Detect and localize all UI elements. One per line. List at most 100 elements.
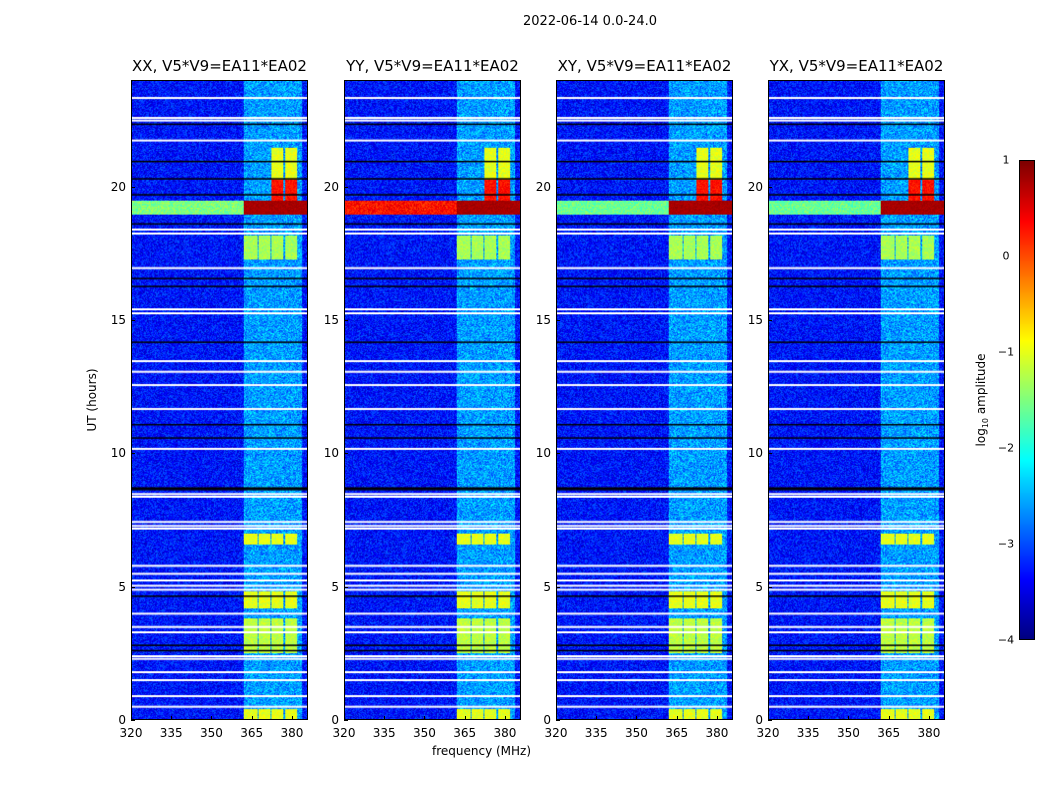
x-tick-label: 350 xyxy=(413,726,436,740)
y-tick-mark xyxy=(556,586,560,588)
y-tick-label: 15 xyxy=(110,313,126,327)
x-tick-mark xyxy=(888,716,890,720)
panel-yy: YY, V5*V9=EA11*EA02 0 5 10 15 20 320 335 350 365 3… xyxy=(324,57,521,740)
x-tick-mark xyxy=(344,716,345,720)
x-tick-mark xyxy=(848,716,850,720)
waterfall-heatmap xyxy=(768,80,945,720)
x-tick-label: 320 xyxy=(119,726,143,740)
colorbar-tick-label: −1 xyxy=(997,345,1015,359)
x-tick-label: 365 xyxy=(453,726,477,740)
y-tick-mark xyxy=(131,586,135,588)
x-tick-mark xyxy=(808,716,810,720)
x-tick-label: 380 xyxy=(705,726,729,740)
panel-title: YY, V5*V9=EA11*EA02 xyxy=(346,57,519,75)
colorbar-label: log10 amplitude xyxy=(973,353,991,447)
y-axis-label: UT (hours) xyxy=(85,368,99,432)
panel-xx: XX, V5*V9=EA11*EA02 0 5 10 15 20 320 335 350 365 3… xyxy=(111,57,308,740)
x-tick-label: 350 xyxy=(837,726,860,740)
waterfall-heatmap xyxy=(131,80,308,720)
y-tick-mark xyxy=(344,586,348,588)
colorbar-tick-label: −2 xyxy=(997,441,1015,455)
colorbar-tick-label: −4 xyxy=(997,633,1015,647)
y-tick-mark xyxy=(556,186,560,188)
y-tick-label: 20 xyxy=(110,179,126,194)
x-tick-label: 380 xyxy=(493,726,517,740)
y-tick-label: 5 xyxy=(543,579,551,594)
y-tick-label: 15 xyxy=(535,313,551,327)
y-tick-mark xyxy=(768,453,772,455)
x-tick-label: 320 xyxy=(544,726,568,740)
y-tick-label: 15 xyxy=(747,313,763,327)
y-tick-label: 20 xyxy=(747,179,763,194)
y-tick-label: 0 xyxy=(543,713,551,727)
figure-title: 2022-06-14 0.0-24.0 xyxy=(523,14,657,29)
y-tick-label: 20 xyxy=(535,179,551,194)
x-tick-label: 335 xyxy=(796,726,820,740)
y-tick-label: 15 xyxy=(323,313,339,327)
x-tick-mark xyxy=(676,716,678,720)
y-tick-label: 0 xyxy=(755,713,763,727)
x-tick-label: 320 xyxy=(332,726,356,740)
y-tick-mark xyxy=(344,186,348,188)
x-tick-label: 350 xyxy=(200,726,223,740)
x-tick-label: 380 xyxy=(917,726,941,740)
x-tick-mark xyxy=(928,716,930,720)
y-tick-mark xyxy=(768,186,772,188)
y-tick-mark xyxy=(131,186,135,188)
x-tick-label: 380 xyxy=(280,726,304,740)
y-tick-label: 5 xyxy=(755,579,763,594)
y-tick-mark xyxy=(556,320,560,321)
y-tick-mark xyxy=(768,720,772,721)
y-tick-mark xyxy=(768,586,772,588)
y-tick-mark xyxy=(344,320,348,321)
x-tick-mark xyxy=(556,716,557,720)
x-tick-label: 365 xyxy=(877,726,901,740)
x-tick-mark xyxy=(596,716,598,720)
x-tick-mark xyxy=(131,716,132,720)
x-tick-mark xyxy=(211,716,213,720)
x-tick-mark xyxy=(464,716,466,720)
colorbar-tick-label: 0 xyxy=(1002,249,1010,263)
x-tick-mark xyxy=(716,716,718,720)
x-tick-label: 350 xyxy=(625,726,648,740)
y-tick-label: 10 xyxy=(110,446,126,461)
x-tick-label: 320 xyxy=(756,726,780,740)
panel-xy: XY, V5*V9=EA11*EA02 0 5 10 15 20 320 335 350 365 3… xyxy=(536,57,733,740)
x-tick-mark xyxy=(291,716,293,720)
waterfall-heatmap xyxy=(556,80,733,720)
y-tick-mark xyxy=(131,720,135,721)
y-tick-mark xyxy=(131,453,135,455)
y-tick-label: 0 xyxy=(331,713,339,727)
colorbar-tick-label: −3 xyxy=(997,537,1015,551)
y-tick-label: 10 xyxy=(323,446,339,461)
x-tick-label: 365 xyxy=(240,726,264,740)
x-tick-label: 335 xyxy=(372,726,396,740)
y-tick-mark xyxy=(768,320,772,321)
panel-title: YX, V5*V9=EA11*EA02 xyxy=(769,57,944,75)
x-tick-mark xyxy=(504,716,506,720)
x-tick-mark xyxy=(384,716,386,720)
x-tick-label: 365 xyxy=(665,726,689,740)
panel-title: XX, V5*V9=EA11*EA02 xyxy=(132,57,307,75)
y-tick-label: 5 xyxy=(118,579,126,594)
y-tick-label: 5 xyxy=(331,579,339,594)
y-tick-mark xyxy=(344,453,348,455)
x-tick-label: 335 xyxy=(584,726,608,740)
panel-yx: YX, V5*V9=EA11*EA02 0 5 10 15 20 320 335 350 365 3… xyxy=(748,57,945,740)
y-tick-mark xyxy=(131,320,135,321)
colorbar xyxy=(1019,160,1035,640)
y-tick-label: 10 xyxy=(535,446,551,461)
y-tick-label: 10 xyxy=(747,446,763,461)
colorbar-tick-label: 1 xyxy=(1002,153,1010,167)
x-tick-mark xyxy=(424,716,426,720)
x-axis-label: frequency (MHz) xyxy=(432,744,532,758)
panel-title: XY, V5*V9=EA11*EA02 xyxy=(557,57,732,75)
y-tick-mark xyxy=(556,720,560,721)
waterfall-heatmap xyxy=(344,80,521,720)
y-tick-label: 20 xyxy=(323,179,339,194)
y-tick-mark xyxy=(344,720,348,721)
y-tick-label: 0 xyxy=(118,713,126,727)
x-tick-label: 335 xyxy=(159,726,183,740)
x-tick-mark xyxy=(171,716,173,720)
